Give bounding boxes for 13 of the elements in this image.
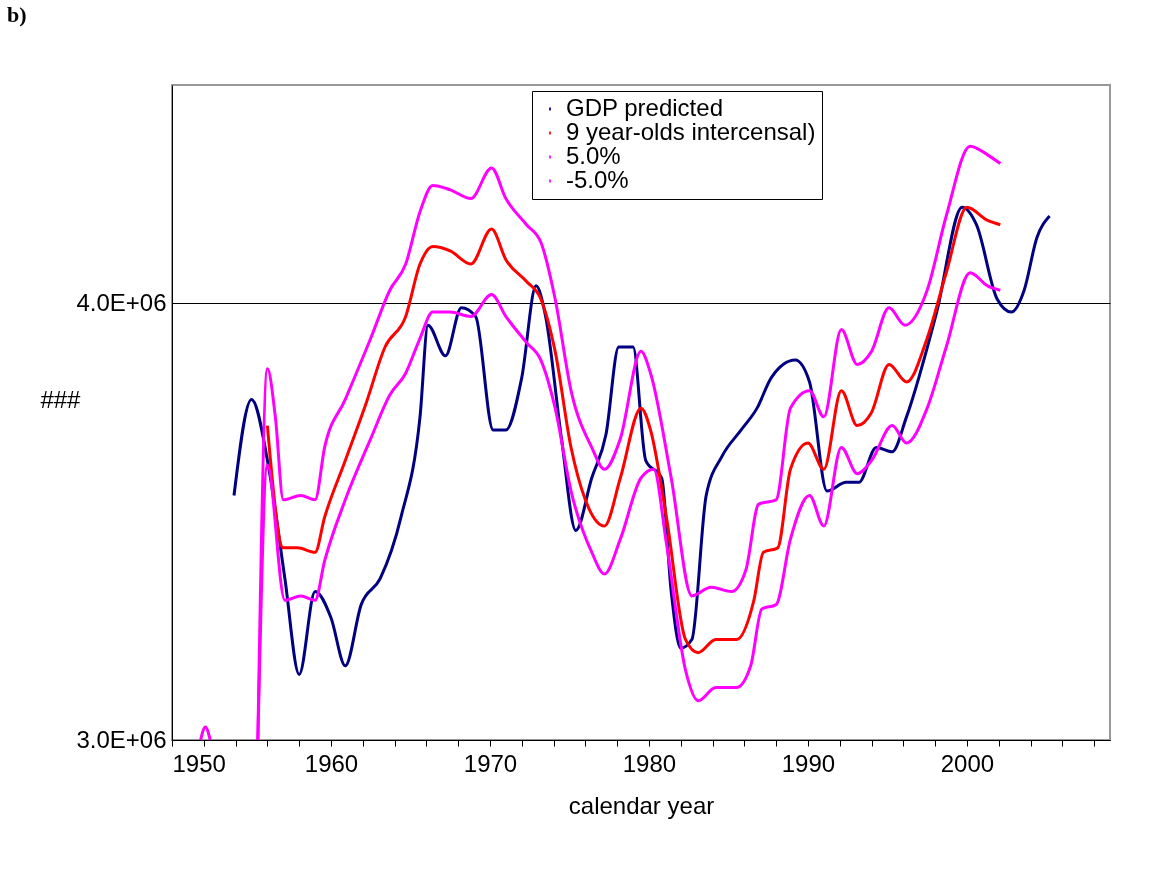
x-tick-label: 1980 xyxy=(622,749,677,777)
chart-title: b) xyxy=(7,2,27,27)
x-tick-label: 1960 xyxy=(304,749,359,777)
legend-label: GDP predicted xyxy=(566,94,723,121)
x-tick-label: 1970 xyxy=(463,749,518,777)
y-tick-label: 4.0E+06 xyxy=(76,288,167,316)
x-axis-title: calendar year xyxy=(568,791,715,819)
x-tick-label: 1990 xyxy=(781,749,836,777)
y-axis-title: ### xyxy=(40,386,82,413)
legend-label: -5.0% xyxy=(566,166,629,193)
y-tick-label: 3.0E+06 xyxy=(76,725,167,753)
x-tick-label: 2000 xyxy=(940,749,995,777)
x-tick-label: 1950 xyxy=(172,749,226,777)
